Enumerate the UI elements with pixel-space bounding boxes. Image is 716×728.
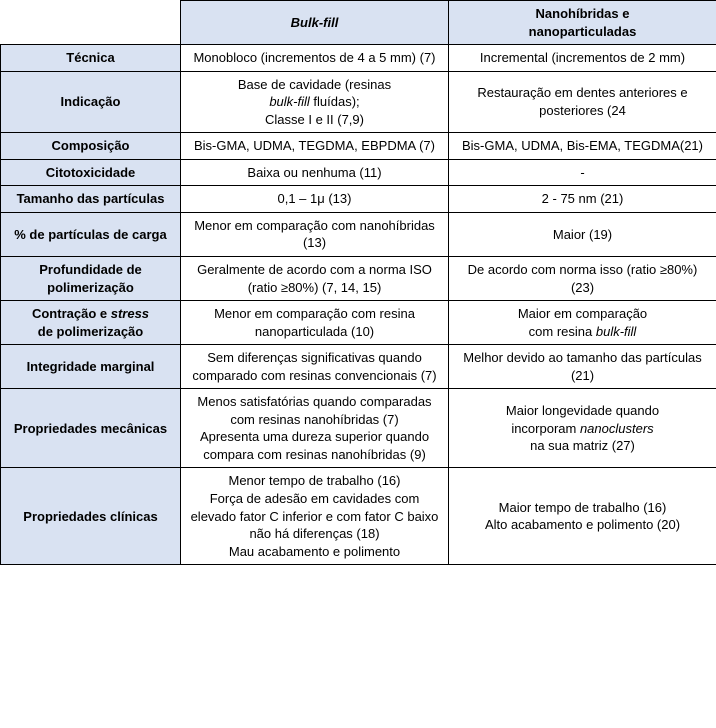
text: incorporam [511, 421, 580, 436]
cell-nano: Maior longevidade quando incorporam nano… [449, 389, 716, 468]
header-bulkfill: Bulk-fill [181, 1, 449, 45]
cell-bulkfill: Monobloco (incrementos de 4 a 5 mm) (7) [181, 45, 449, 72]
text: Menor tempo de trabalho (16) [229, 473, 401, 488]
table-row: Tamanho das partículas 0,1 – 1μ (13) 2 -… [1, 186, 716, 213]
cell-nano: Bis-GMA, UDMA, Bis-EMA, TEGDMA(21) [449, 133, 716, 160]
cell-bulkfill: Geralmente de acordo com a norma ISO (ra… [181, 257, 449, 301]
cell-bulkfill: Menos satisfatórias quando comparadas co… [181, 389, 449, 468]
table-row: Propriedades mecânicas Menos satisfatóri… [1, 389, 716, 468]
cell-bulkfill: Base de cavidade (resinas bulk-fill fluí… [181, 71, 449, 133]
text-italic: stress [111, 306, 149, 321]
header-nano: Nanohíbridas e nanoparticuladas [449, 1, 716, 45]
header-bulkfill-text: Bulk-fill [291, 15, 339, 30]
row-label: Técnica [1, 45, 181, 72]
header-nano-line2: nanoparticuladas [529, 24, 637, 39]
cell-nano: 2 - 75 nm (21) [449, 186, 716, 213]
text: na sua matriz (27) [530, 438, 635, 453]
corner-cell [1, 1, 181, 45]
cell-nano: Restauração em dentes anteriores e poste… [449, 71, 716, 133]
text: Contração e [32, 306, 111, 321]
text: Menos satisfatórias quando comparadas co… [197, 394, 431, 427]
cell-bulkfill: Sem diferenças significativas quando com… [181, 345, 449, 389]
table-row: % de partículas de carga Menor em compar… [1, 212, 716, 256]
text: com resina [529, 324, 596, 339]
table-row: Propriedades clínicas Menor tempo de tra… [1, 468, 716, 565]
row-label: Propriedades clínicas [1, 468, 181, 565]
table-row: Contração e stress de polimerização Meno… [1, 301, 716, 345]
table-row: Composição Bis-GMA, UDMA, TEGDMA, EBPDMA… [1, 133, 716, 160]
cell-nano: De acordo com norma isso (ratio ≥80%) (2… [449, 257, 716, 301]
cell-nano: - [449, 159, 716, 186]
row-label: Citotoxicidade [1, 159, 181, 186]
cell-bulkfill: Baixa ou nenhuma (11) [181, 159, 449, 186]
text-italic: bulk-fill [269, 94, 309, 109]
row-label: Integridade marginal [1, 345, 181, 389]
cell-nano: Incremental (incrementos de 2 mm) [449, 45, 716, 72]
row-label: % de partículas de carga [1, 212, 181, 256]
cell-bulkfill: Bis-GMA, UDMA, TEGDMA, EBPDMA (7) [181, 133, 449, 160]
text-italic: bulk-fill [596, 324, 636, 339]
cell-nano: Maior (19) [449, 212, 716, 256]
text: Maior longevidade quando [506, 403, 659, 418]
row-label: Profundidade de polimerização [1, 257, 181, 301]
cell-nano: Maior tempo de trabalho (16) Alto acabam… [449, 468, 716, 565]
text: Maior tempo de trabalho (16) [499, 500, 667, 515]
table-row: Técnica Monobloco (incrementos de 4 a 5 … [1, 45, 716, 72]
table-row: Integridade marginal Sem diferenças sign… [1, 345, 716, 389]
row-label: Tamanho das partículas [1, 186, 181, 213]
header-nano-line1: Nanohíbridas e [536, 6, 630, 21]
row-label: Propriedades mecânicas [1, 389, 181, 468]
table-row: Citotoxicidade Baixa ou nenhuma (11) - [1, 159, 716, 186]
text: Apresenta uma dureza superior quando com… [200, 429, 429, 462]
table-row: Indicação Base de cavidade (resinas bulk… [1, 71, 716, 133]
table-header-row: Bulk-fill Nanohíbridas e nanoparticulada… [1, 1, 716, 45]
text: Maior em comparação [518, 306, 647, 321]
text: Classe I e II (7,9) [265, 112, 364, 127]
text: de polimerização [38, 324, 143, 339]
cell-nano: Melhor devido ao tamanho das partículas … [449, 345, 716, 389]
table-row: Profundidade de polimerização Geralmente… [1, 257, 716, 301]
row-label: Contração e stress de polimerização [1, 301, 181, 345]
comparison-table: Bulk-fill Nanohíbridas e nanoparticulada… [0, 0, 716, 565]
cell-bulkfill: 0,1 – 1μ (13) [181, 186, 449, 213]
text: Força de adesão em cavidades com elevado… [191, 491, 439, 541]
cell-bulkfill: Menor em comparação com resina nanoparti… [181, 301, 449, 345]
text: Base de cavidade (resinas [238, 77, 391, 92]
text: Alto acabamento e polimento (20) [485, 517, 680, 532]
cell-bulkfill: Menor tempo de trabalho (16) Força de ad… [181, 468, 449, 565]
text-italic: nanoclusters [580, 421, 654, 436]
text: Mau acabamento e polimento [229, 544, 400, 559]
row-label: Composição [1, 133, 181, 160]
text: fluídas); [310, 94, 360, 109]
row-label: Indicação [1, 71, 181, 133]
cell-nano: Maior em comparação com resina bulk-fill [449, 301, 716, 345]
cell-bulkfill: Menor em comparação com nanohíbridas (13… [181, 212, 449, 256]
